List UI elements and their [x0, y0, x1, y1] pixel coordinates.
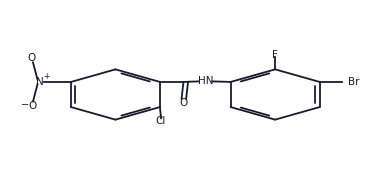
Text: O: O	[27, 53, 36, 63]
Text: Cl: Cl	[156, 116, 166, 126]
Text: HN: HN	[198, 76, 213, 86]
Text: F: F	[272, 50, 278, 60]
Text: N: N	[36, 77, 44, 87]
Text: Br: Br	[348, 77, 360, 87]
Text: O: O	[180, 98, 188, 108]
Text: +: +	[43, 72, 49, 81]
Text: O: O	[28, 101, 36, 111]
Text: −: −	[21, 100, 29, 110]
